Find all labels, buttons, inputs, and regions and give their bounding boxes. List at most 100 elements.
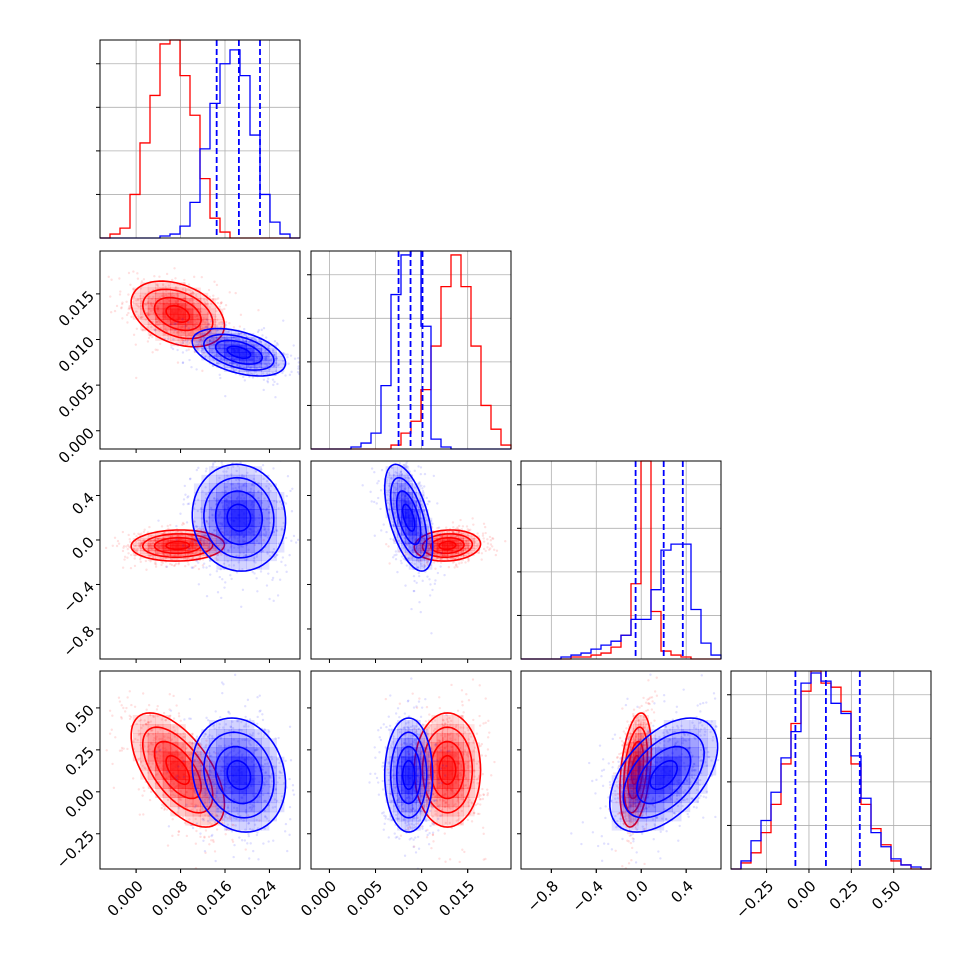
scatter-point bbox=[192, 275, 196, 279]
scatter-point bbox=[211, 839, 215, 842]
contour-line bbox=[214, 490, 263, 546]
scatter-panel-2-0 bbox=[96, 460, 308, 663]
density-cell bbox=[170, 292, 179, 299]
scatter-point bbox=[192, 760, 196, 764]
scatter-point bbox=[183, 564, 187, 568]
scatter-point bbox=[392, 502, 395, 506]
scatter-point bbox=[204, 766, 207, 769]
density-cell bbox=[208, 483, 217, 493]
scatter-point bbox=[269, 775, 272, 778]
scatter-point bbox=[186, 553, 189, 556]
scatter-point bbox=[226, 817, 229, 820]
density-cell bbox=[253, 356, 262, 361]
scatter-point bbox=[154, 292, 157, 295]
scatter-point bbox=[405, 461, 408, 465]
scatter-point bbox=[266, 550, 269, 554]
scatter-point bbox=[148, 295, 151, 299]
scatter-point bbox=[149, 333, 152, 337]
scatter-point bbox=[427, 548, 431, 551]
scatter-point bbox=[264, 352, 267, 355]
scatter-point bbox=[268, 597, 271, 601]
scatter-point bbox=[228, 816, 232, 819]
scatter-point bbox=[210, 508, 213, 512]
density-cell bbox=[261, 344, 270, 349]
scatter-point bbox=[235, 363, 239, 367]
density-cell bbox=[442, 550, 448, 554]
scatter-point bbox=[257, 542, 261, 545]
scatter-point bbox=[488, 535, 492, 539]
scatter-point bbox=[192, 292, 195, 295]
density-cell bbox=[400, 483, 406, 493]
scatter-point bbox=[395, 553, 398, 556]
density-cell bbox=[132, 751, 141, 762]
density-cell bbox=[147, 760, 156, 771]
density-cell bbox=[397, 534, 402, 544]
scatter-point bbox=[133, 544, 137, 548]
scatter-point bbox=[238, 338, 242, 342]
density-cell bbox=[170, 335, 179, 341]
density-cell bbox=[208, 356, 217, 361]
scatter-point bbox=[440, 551, 443, 555]
scatter-point bbox=[240, 332, 243, 335]
scatter-point bbox=[306, 547, 308, 549]
scatter-point bbox=[207, 322, 210, 326]
density-cell bbox=[408, 534, 414, 544]
scatter-point bbox=[431, 588, 434, 592]
scatter-point bbox=[205, 594, 209, 598]
scatter-point bbox=[398, 475, 401, 478]
scatter-point bbox=[181, 351, 185, 354]
scatter-point bbox=[153, 736, 156, 740]
density-cell bbox=[177, 558, 186, 562]
scatter-point bbox=[97, 562, 99, 564]
scatter-point bbox=[235, 571, 239, 574]
scatter-point bbox=[231, 838, 234, 842]
scatter-point bbox=[200, 517, 203, 520]
scatter-point bbox=[172, 726, 175, 729]
density-cell bbox=[458, 540, 464, 544]
scatter-point bbox=[394, 550, 398, 553]
scatter-point bbox=[291, 789, 295, 792]
density-cell bbox=[185, 788, 194, 799]
scatter-point bbox=[147, 314, 151, 317]
scatter-point bbox=[451, 561, 455, 564]
scatter-point bbox=[142, 539, 145, 542]
scatter-point bbox=[270, 516, 274, 519]
scatter-point bbox=[200, 327, 204, 331]
scatter-point bbox=[247, 370, 250, 373]
density-cell bbox=[408, 491, 414, 502]
scatter-point bbox=[172, 694, 175, 698]
scatter-point bbox=[142, 786, 145, 789]
scatter-point bbox=[412, 550, 415, 553]
scatter-point bbox=[160, 294, 164, 298]
scatter-point bbox=[147, 336, 151, 340]
scatter-point bbox=[420, 562, 423, 566]
scatter-point bbox=[186, 545, 189, 548]
scatter-point bbox=[189, 823, 193, 827]
scatter-point bbox=[266, 536, 270, 539]
density-cell bbox=[452, 555, 459, 559]
scatter-point bbox=[257, 329, 261, 332]
density-cell bbox=[201, 509, 210, 519]
density-cell bbox=[397, 526, 402, 536]
density-cell bbox=[177, 329, 186, 336]
scatter-point bbox=[420, 559, 423, 563]
scatter-point bbox=[105, 749, 108, 752]
density-cell bbox=[162, 292, 171, 299]
density-cell bbox=[261, 491, 270, 502]
contour-line bbox=[389, 476, 428, 559]
scatter-point bbox=[177, 765, 180, 768]
scatter-point bbox=[163, 324, 166, 327]
scatter-point bbox=[252, 489, 256, 493]
density-cell bbox=[276, 534, 285, 544]
scatter-point bbox=[267, 572, 270, 575]
scatter-point bbox=[153, 328, 157, 332]
scatter-point bbox=[474, 547, 477, 551]
scatter-point bbox=[491, 537, 494, 540]
density-cell bbox=[201, 333, 210, 338]
scatter-point bbox=[292, 534, 296, 538]
scatter-point bbox=[261, 372, 265, 375]
density-cell bbox=[412, 491, 417, 502]
scatter-point bbox=[185, 334, 188, 338]
scatter-point bbox=[390, 477, 393, 480]
density-cell bbox=[246, 344, 255, 349]
